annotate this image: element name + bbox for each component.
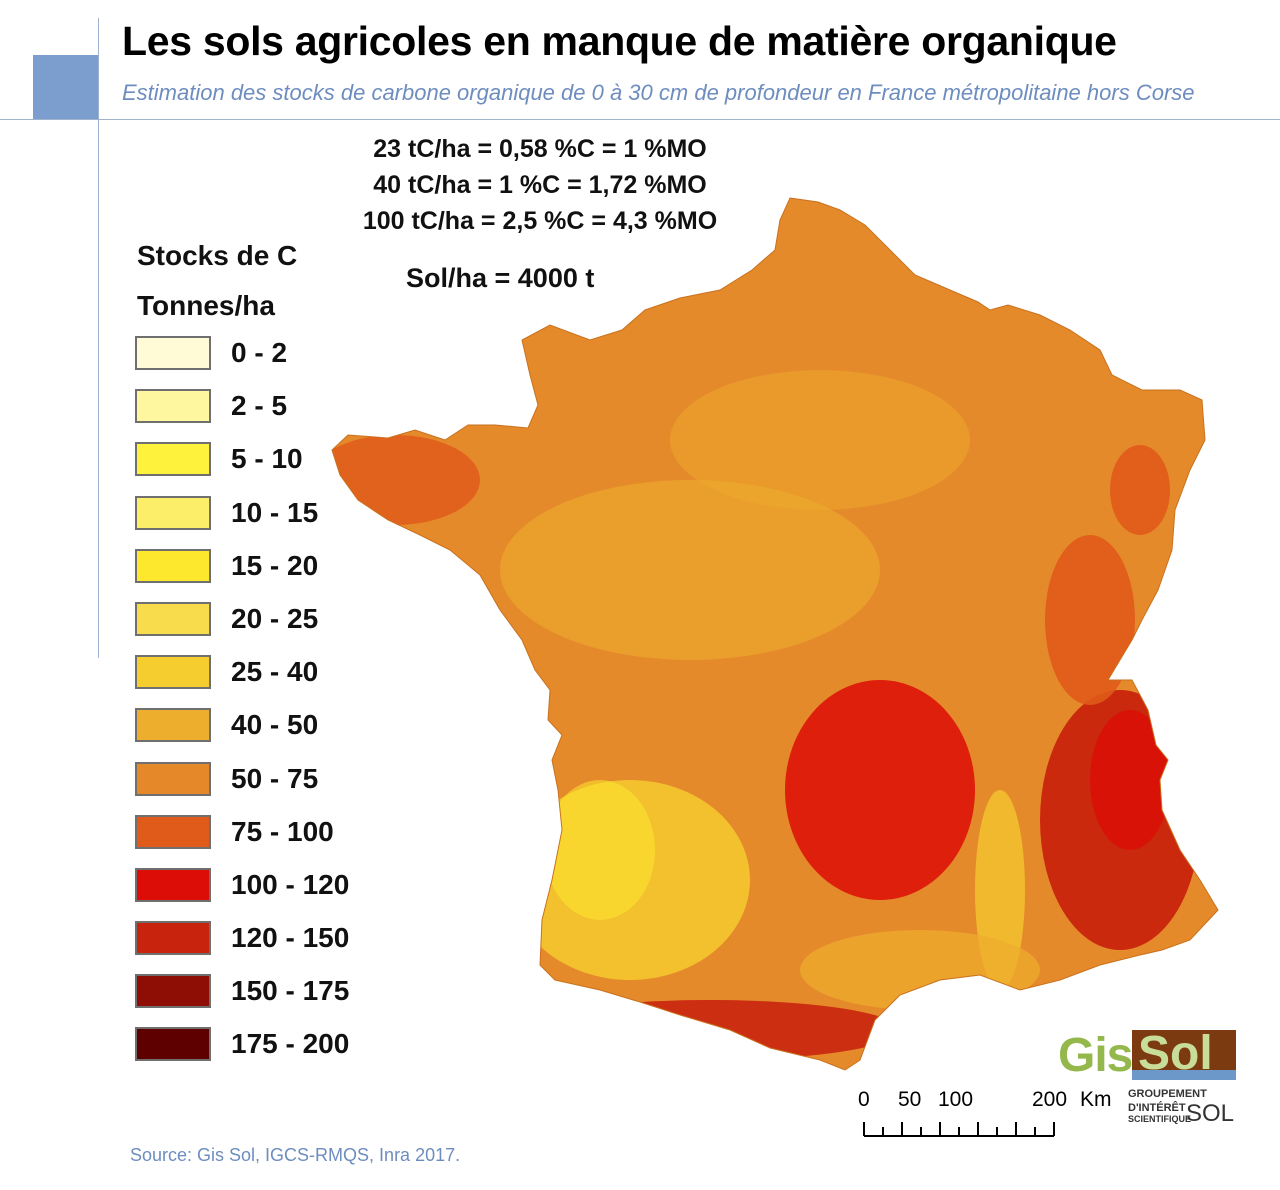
soil-mass-note: Sol/ha = 4000 t: [406, 263, 595, 293]
legend-label: 25 - 40: [231, 656, 319, 688]
legend-swatch: [135, 389, 211, 424]
scale-label-50: 50: [898, 1088, 922, 1111]
scale-unit: Km: [1080, 1088, 1112, 1111]
legend-label: 50 - 75: [231, 762, 319, 794]
page-title: Les sols agricoles en manque de matière …: [122, 18, 1117, 64]
legend-swatch: [135, 655, 211, 690]
scale-label-0: 0: [858, 1088, 870, 1111]
logo-gis-text: Gis: [1058, 1029, 1133, 1082]
legend-swatch: [135, 336, 211, 370]
region-loire: [500, 480, 880, 660]
legend-label: 2 - 5: [231, 390, 288, 422]
legend-swatch: [135, 867, 211, 902]
logo-sol-small: SOL: [1186, 1100, 1235, 1127]
region-alps-core: [1090, 710, 1170, 850]
map-regions: [332, 370, 1200, 1060]
region-mediterranean: [800, 930, 1040, 1010]
legend-swatch: [135, 974, 211, 1009]
conversion-line-1: 23 tC/ha = 0,58 %C = 1 %MO: [373, 135, 707, 163]
legend-title: Stocks de C: [137, 240, 298, 271]
legend-label: 5 - 10: [231, 443, 303, 475]
legend-swatch: [135, 814, 211, 849]
region-pyrenees: [520, 1000, 900, 1060]
region-jura: [1045, 535, 1135, 705]
header-divider: [0, 119, 1280, 120]
logo-sol-block: Sol: [1132, 1027, 1236, 1080]
legend-label: 150 - 175: [231, 975, 350, 1007]
legend-swatch: [135, 495, 211, 530]
legend-label: 20 - 25: [231, 602, 319, 634]
legend-swatch: [135, 708, 211, 743]
region-paris-basin: [670, 370, 970, 510]
page-subtitle: Estimation des stocks de carbone organiq…: [122, 80, 1195, 105]
legend-label: 15 - 20: [231, 549, 319, 581]
logo-sol-text: Sol: [1138, 1027, 1213, 1080]
legend-swatch: [135, 442, 211, 477]
scale-bar: [863, 1122, 1055, 1137]
region-massif-central: [785, 680, 975, 900]
legend-swatch: [135, 1027, 211, 1062]
legend-swatch: [135, 548, 211, 583]
legend-label: 120 - 150: [231, 922, 350, 954]
vertical-rule: [98, 18, 99, 658]
source-note: Source: Gis Sol, IGCS-RMQS, Inra 2017.: [130, 1145, 461, 1165]
conversion-line-2: 40 tC/ha = 1 %C = 1,72 %MO: [373, 171, 707, 199]
scale-label-100: 100: [938, 1088, 974, 1111]
gis-sol-logo: Gis Sol GROUPEMENT D'INTÉRÊT SCIENTIFIQU…: [1058, 1027, 1238, 1128]
conversion-notes: 23 tC/ha = 0,58 %C = 1 %MO 40 tC/ha = 1 …: [300, 131, 780, 239]
legend-swatch: [135, 921, 211, 956]
france-carbon-map: [331, 197, 1219, 1071]
logo-line-1: GROUPEMENT: [1128, 1088, 1207, 1100]
legend-label: 175 - 200: [231, 1028, 350, 1060]
logo-line-3: SCIENTIFIQUE: [1128, 1114, 1192, 1124]
legend-swatch: [135, 761, 211, 796]
conversion-line-3: 100 tC/ha = 2,5 %C = 4,3 %MO: [362, 207, 718, 235]
scale-label-200: 200: [1032, 1088, 1068, 1111]
legend-swatch: [135, 601, 211, 636]
legend-label: 75 - 100: [231, 815, 334, 847]
region-vosges: [1110, 445, 1170, 535]
legend-label: 0 - 2: [231, 337, 288, 368]
legend-label: 40 - 50: [231, 709, 319, 741]
header-accent-block: [33, 55, 98, 119]
region-landes: [545, 780, 655, 920]
legend-label: 100 - 120: [231, 868, 350, 900]
logo-line-2: D'INTÉRÊT: [1128, 1102, 1186, 1114]
region-brittany: [332, 435, 480, 525]
legend-label: 10 - 15: [231, 496, 319, 528]
legend-unit: Tonnes/ha: [137, 290, 275, 321]
